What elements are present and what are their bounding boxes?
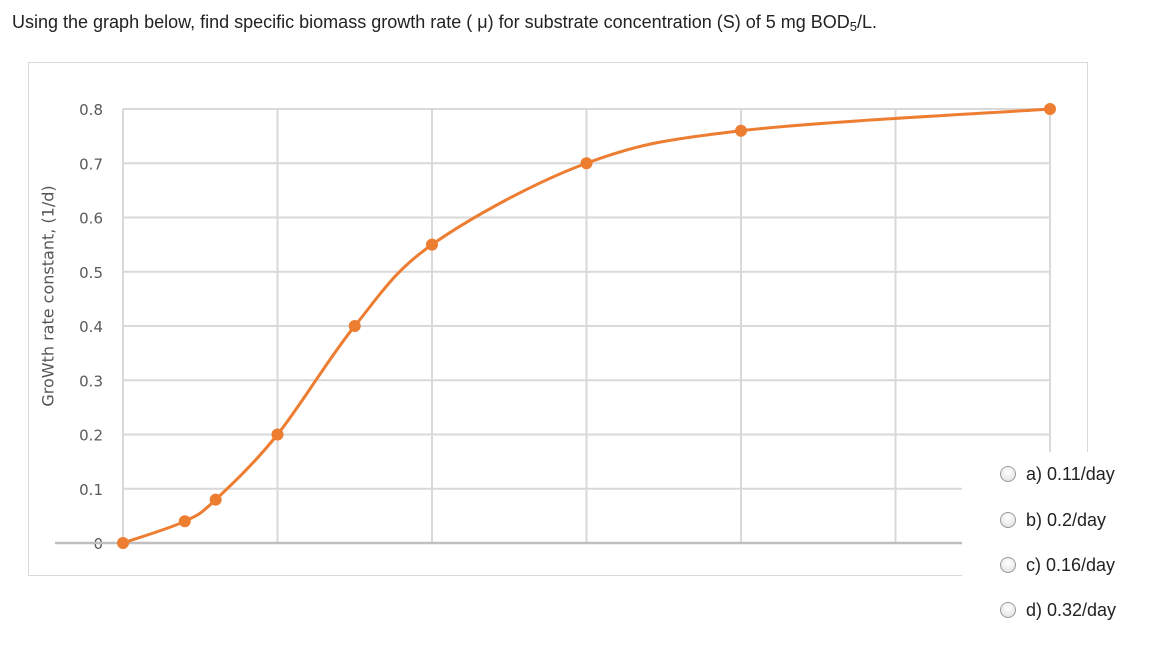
y-tick-label: 0.3 — [79, 372, 103, 390]
y-tick-label: 0.7 — [79, 155, 103, 173]
data-point — [426, 238, 438, 251]
y-tick-label: 0.5 — [79, 264, 103, 282]
y-axis-label: GroWth rate constant, (1/d) — [38, 185, 58, 407]
option-c-label: c) 0.16/day — [1026, 554, 1116, 575]
y-tick-label: 0.2 — [79, 427, 103, 445]
answer-options: a) 0.11/day b) 0.2/day c) 0.16/day d) 0.… — [962, 452, 1152, 642]
question-text: Using the graph below, find specific bio… — [12, 12, 877, 34]
data-point — [580, 157, 593, 170]
question-subscript: 5 — [849, 19, 857, 34]
radio-icon[interactable] — [1000, 512, 1016, 528]
radio-icon[interactable] — [1000, 602, 1016, 618]
growth-rate-chart: 00.10.20.30.40.50.60.70.8 — [55, 101, 1056, 553]
data-point — [209, 493, 222, 506]
data-point — [271, 428, 284, 441]
chart-area: 00.10.20.30.40.50.60.70.8 — [28, 62, 1088, 576]
y-tick-label: 0.4 — [79, 318, 103, 336]
y-tick-label: 0.1 — [79, 481, 103, 499]
data-point — [178, 515, 191, 528]
option-d-label: d) 0.32/day — [1026, 599, 1117, 620]
data-point — [735, 124, 747, 137]
series-line — [122, 107, 1051, 545]
data-point — [348, 320, 361, 332]
data-point — [1044, 103, 1056, 115]
option-c[interactable]: c) 0.16/day — [1000, 553, 1115, 577]
data-point — [117, 537, 129, 549]
question-main: Using the graph below, find specific bio… — [12, 12, 850, 32]
radio-icon[interactable] — [1000, 557, 1016, 573]
y-tick-label: 0.8 — [79, 101, 103, 119]
option-d[interactable]: d) 0.32/day — [1000, 598, 1116, 622]
option-b[interactable]: b) 0.2/day — [1000, 508, 1106, 532]
option-a-label: a) 0.11/day — [1026, 463, 1115, 484]
y-tick-label: 0.6 — [79, 210, 103, 228]
question-suffix: /L. — [856, 12, 877, 32]
option-b-label: b) 0.2/day — [1026, 509, 1107, 530]
option-a[interactable]: a) 0.11/day — [1000, 462, 1115, 486]
radio-icon[interactable] — [1000, 466, 1016, 482]
